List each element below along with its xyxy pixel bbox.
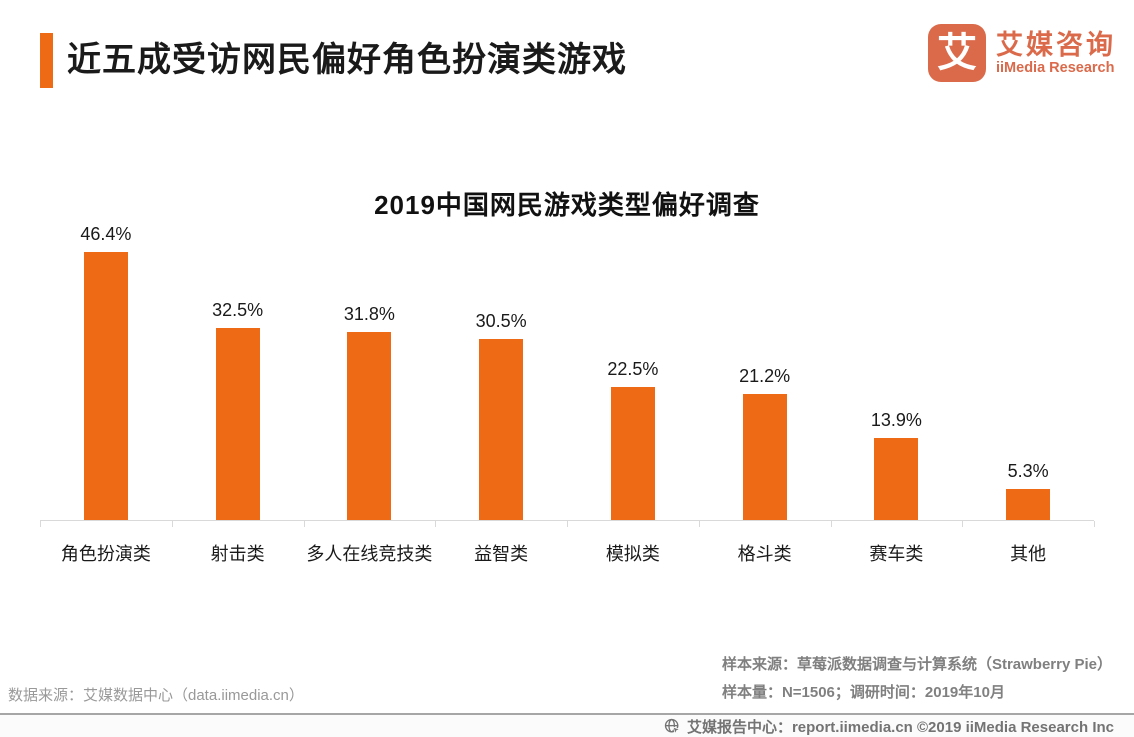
axis-tick <box>698 521 700 527</box>
category-label: 其他 <box>1010 544 1047 564</box>
bar <box>215 328 260 520</box>
category-label: 格斗类 <box>737 544 792 564</box>
data-source-note: 数据来源：艾媒数据中心（data.iimedia.cn） <box>8 687 304 704</box>
bar <box>83 252 128 520</box>
bar-chart: 46.4% 32.5% 31.8% 30.5% 22.5% 21.2% 13.9% 5.3% … <box>40 224 1095 566</box>
bar-value-label: 32.5% <box>212 300 264 320</box>
category-label: 射击类 <box>210 544 265 564</box>
bar-value-label: 21.2% <box>739 366 791 386</box>
brand-logo: 艾 艾媒咨询 iiMedia Research <box>928 24 1116 82</box>
axis-tick <box>303 521 305 527</box>
axis-tick <box>171 521 173 527</box>
iimedia-logo-icon: 艾 <box>928 24 986 82</box>
axis-tick <box>567 521 568 527</box>
bar-slot: 31.8% <box>304 224 436 520</box>
bar <box>610 387 655 520</box>
bar-slot: 32.5% <box>172 224 304 520</box>
x-axis-labels: 角色扮演类 射击类 多人在线竞技类 益智类 模拟类 格斗类 赛车类 其他 <box>40 527 1094 566</box>
footer-bar: 艾媒报告中心：report.iimedia.cn ©2019 iiMedia R… <box>0 713 1134 737</box>
bar-slot: 13.9% <box>831 224 963 520</box>
category-label: 赛车类 <box>869 544 924 564</box>
logo-mark-character: 艾 <box>937 31 977 75</box>
logo-chinese-name: 艾媒咨询 <box>996 29 1116 60</box>
category-label: 角色扮演类 <box>60 544 151 564</box>
axis-tick <box>830 521 832 527</box>
page-title: 近五成受访网民偏好角色扮演类游戏 <box>67 41 627 79</box>
bar <box>347 332 392 520</box>
bar <box>1006 489 1051 520</box>
logo-english-name: iiMedia Research <box>996 59 1115 76</box>
bar-value-label: 46.4% <box>80 224 132 244</box>
sample-info-block: 样本来源：草莓派数据调查与计算系统（Strawberry Pie） 样本量：N=… <box>722 651 1112 707</box>
footer-text: 艾媒报告中心：report.iimedia.cn ©2019 iiMedia R… <box>686 718 1114 736</box>
title-accent-bar <box>40 33 53 88</box>
globe-cursor-icon <box>664 718 681 735</box>
bar-value-label: 31.8% <box>343 304 395 324</box>
chart-plot-area: 46.4% 32.5% 31.8% 30.5% 22.5% 21.2% 13.9% 5.3% <box>40 224 1094 520</box>
category-label: 模拟类 <box>605 544 660 564</box>
bar-value-label: 30.5% <box>475 311 527 331</box>
bar-value-label: 22.5% <box>607 359 659 379</box>
axis-tick <box>962 521 964 527</box>
bar-slot: 30.5% <box>435 224 567 520</box>
bar-slot: 22.5% <box>567 224 699 520</box>
category-label: 益智类 <box>474 544 529 564</box>
axis-tick <box>435 521 437 527</box>
bar-slot: 21.2% <box>699 224 831 520</box>
chart-title: 2019中国网民游戏类型偏好调查 <box>374 190 760 220</box>
axis-tick <box>1094 521 1095 527</box>
sample-source-note: 样本来源：草莓派数据调查与计算系统（Strawberry Pie） <box>721 656 1112 673</box>
bar <box>874 438 919 520</box>
bar-slot: 5.3% <box>962 224 1094 520</box>
logo-text: 艾媒咨询 iiMedia Research <box>996 30 1116 77</box>
axis-tick <box>40 521 41 527</box>
category-label: 多人在线竞技类 <box>306 544 433 564</box>
bar <box>742 394 787 520</box>
x-axis-line <box>40 520 1095 527</box>
bar-value-label: 5.3% <box>1007 461 1049 481</box>
sample-size-note: 样本量：N=1506；调研时间：2019年10月 <box>721 684 1005 701</box>
bar-value-label: 13.9% <box>870 410 922 430</box>
bar-slot: 46.4% <box>40 224 172 520</box>
bar <box>479 339 524 520</box>
